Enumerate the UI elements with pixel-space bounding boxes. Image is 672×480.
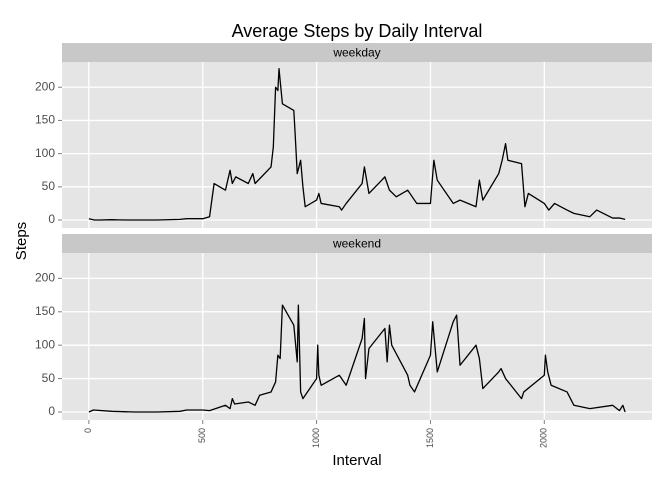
x-tick-label: 1000 <box>311 428 321 448</box>
x-tick-label: 1500 <box>425 428 435 448</box>
y-tick-label: 200 <box>35 271 55 285</box>
y-tick-label: 100 <box>35 337 55 351</box>
line <box>88 304 626 413</box>
y-tick-label: 150 <box>35 113 55 127</box>
strip-label: weekend <box>332 237 381 251</box>
y-tick-label: 200 <box>35 79 55 93</box>
x-tick-label: 0 <box>83 428 93 433</box>
x-tick-label: 500 <box>197 428 207 443</box>
y-tick-label: 0 <box>48 404 55 418</box>
strip <box>62 234 652 253</box>
strip-label: weekday <box>332 46 380 60</box>
y-axis-label: Steps <box>13 222 30 260</box>
y-tick-label: 0 <box>48 212 55 226</box>
panel-background <box>62 62 652 228</box>
strip <box>62 43 652 62</box>
x-tick-label: 2000 <box>539 428 549 448</box>
x-axis-label: Interval <box>332 452 381 469</box>
chart-title: Average Steps by Daily Interval <box>232 21 483 41</box>
y-tick-label: 100 <box>35 146 55 160</box>
y-tick-label: 50 <box>42 179 56 193</box>
y-tick-label: 50 <box>42 371 56 385</box>
panel-background <box>62 253 652 420</box>
y-tick-label: 150 <box>35 304 55 318</box>
line <box>88 67 626 221</box>
